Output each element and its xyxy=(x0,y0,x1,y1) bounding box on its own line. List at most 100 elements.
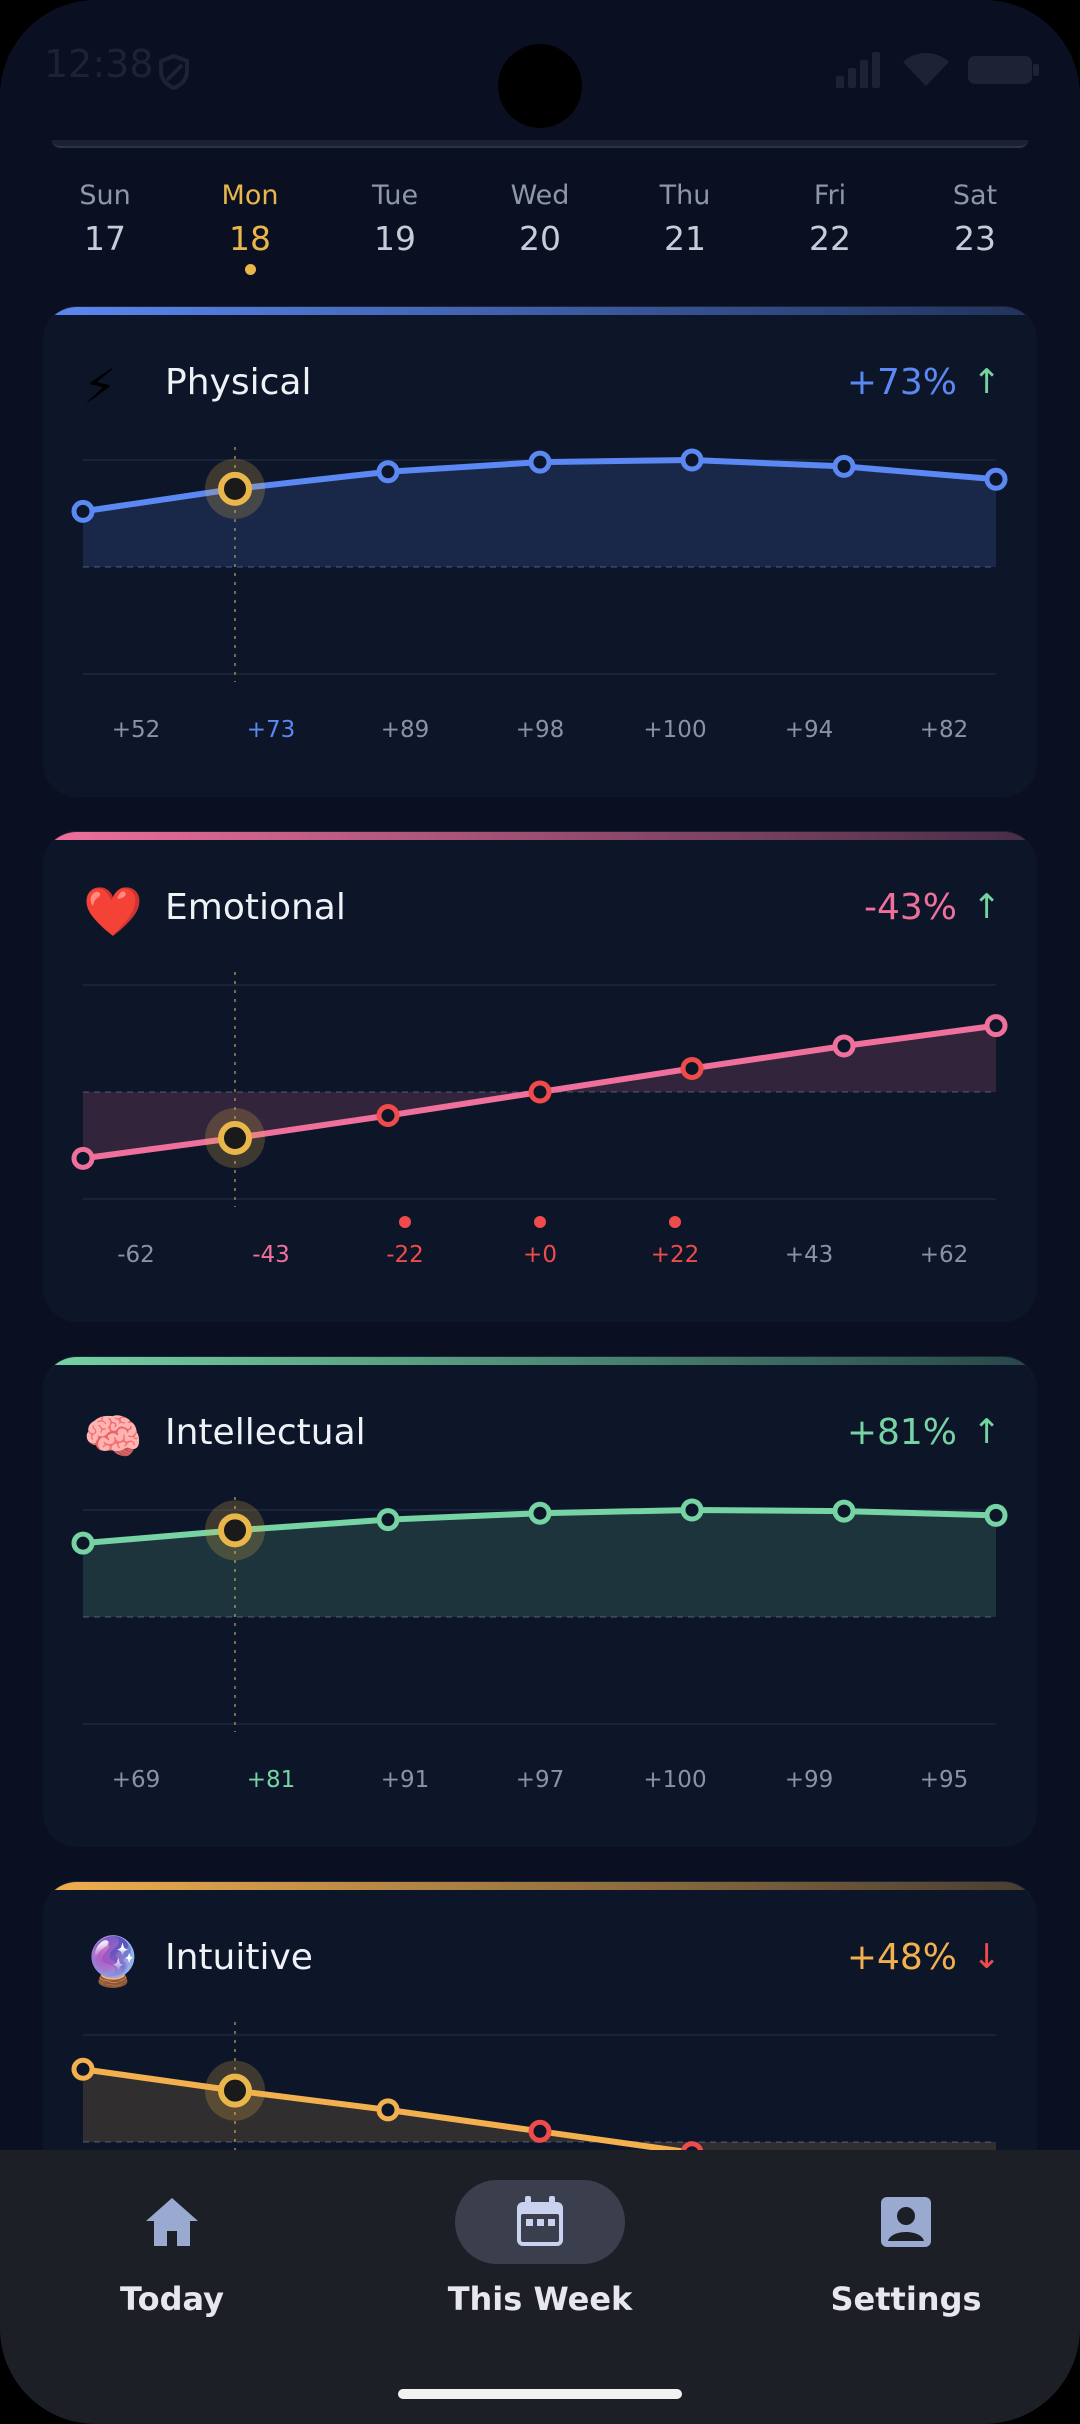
day-name: Thu xyxy=(659,180,711,211)
status-icons xyxy=(835,50,1040,92)
card-intellectual[interactable]: 🧠 Intellectual +81% ↑ +69 +81 +91 +97 +100 +99 +95 xyxy=(43,1356,1037,1847)
trend-arrow-icon: ↓ xyxy=(972,1937,1002,1977)
card-percent: -43% xyxy=(863,887,957,928)
data-point[interactable] xyxy=(680,1056,704,1080)
card-chart xyxy=(71,972,1008,1207)
day-tue[interactable]: Tue 19 xyxy=(325,180,465,258)
nav-settings[interactable]: Settings xyxy=(756,2180,1056,2318)
data-point[interactable] xyxy=(984,467,1008,491)
data-point[interactable] xyxy=(984,1014,1008,1038)
day-number: 22 xyxy=(809,219,851,258)
nav-this-week-icon-box xyxy=(455,2180,625,2264)
week-strip: Sun 17 Mon 18 Tue 19 Wed 20 Thu 21 Fri 22 Sat 23 xyxy=(0,180,1080,290)
nav-settings-label: Settings xyxy=(830,2280,982,2318)
card-chart xyxy=(71,447,1008,682)
calendar-icon xyxy=(517,2196,563,2246)
data-point[interactable] xyxy=(528,1501,552,1525)
emotional-icon: ❤️ xyxy=(83,884,143,940)
card-percent: +73% xyxy=(846,362,957,403)
data-point[interactable] xyxy=(376,2098,400,2122)
selected-day-dot xyxy=(244,264,256,275)
day-number: 21 xyxy=(664,219,706,258)
value-label: +22 xyxy=(650,1242,700,1268)
nav-today[interactable]: Today xyxy=(22,2180,322,2318)
day-name: Sun xyxy=(79,180,131,211)
value-label: +62 xyxy=(919,1242,969,1268)
data-point[interactable] xyxy=(680,448,704,472)
data-point[interactable] xyxy=(71,1146,95,1170)
data-point[interactable] xyxy=(984,1503,1008,1527)
series-area xyxy=(83,460,996,567)
day-name: Tue xyxy=(371,180,419,211)
value-labels: +69 +81 +91 +97 +100 +99 +95 xyxy=(43,1767,1037,1807)
critical-day-dot xyxy=(399,1216,411,1228)
day-name: Fri xyxy=(813,180,847,211)
card-percent: +48% xyxy=(846,1937,957,1978)
day-number: 17 xyxy=(84,219,126,258)
physical-icon: ⚡ xyxy=(83,359,117,415)
card-emotional[interactable]: ❤️ Emotional -43% ↑ -62 -43 -22 +0 +22 +43 +62 xyxy=(43,831,1037,1322)
data-point[interactable] xyxy=(376,460,400,484)
nav-today-icon-box xyxy=(87,2180,257,2264)
data-point[interactable] xyxy=(71,1531,95,1555)
value-label: -62 xyxy=(117,1242,155,1268)
day-wed[interactable]: Wed 20 xyxy=(470,180,610,258)
data-point[interactable] xyxy=(376,1508,400,1532)
data-point[interactable] xyxy=(680,1498,704,1522)
today-point[interactable] xyxy=(218,471,252,506)
value-label: +94 xyxy=(784,717,834,743)
data-point[interactable] xyxy=(71,499,95,523)
header-divider xyxy=(52,140,1028,148)
card-accent-bar xyxy=(43,1357,1037,1365)
day-fri[interactable]: Fri 22 xyxy=(760,180,900,258)
data-point[interactable] xyxy=(528,2119,552,2143)
camera-cutout xyxy=(498,44,582,128)
day-name: Mon xyxy=(221,180,279,211)
data-point[interactable] xyxy=(528,450,552,474)
trend-arrow-icon: ↑ xyxy=(972,887,1002,927)
data-point[interactable] xyxy=(376,1104,400,1128)
today-point[interactable] xyxy=(218,1121,252,1156)
day-mon[interactable]: Mon 18 xyxy=(180,180,320,275)
value-label: -43 xyxy=(252,1242,290,1268)
data-point[interactable] xyxy=(832,1034,856,1058)
today-point[interactable] xyxy=(218,2073,252,2108)
wifi-icon xyxy=(902,53,949,86)
nav-this-week-label: This Week xyxy=(447,2280,633,2318)
day-name: Wed xyxy=(510,180,570,211)
day-thu[interactable]: Thu 21 xyxy=(615,180,755,258)
value-label: +81 xyxy=(246,1767,296,1793)
day-number: 18 xyxy=(229,219,271,258)
account-box-icon xyxy=(881,2197,931,2247)
card-physical[interactable]: ⚡ Physical +73% ↑ +52 +73 +89 +98 +100 +94 +82 xyxy=(43,306,1037,797)
home-icon xyxy=(146,2198,198,2246)
day-name: Sat xyxy=(952,180,998,211)
home-indicator xyxy=(398,2389,682,2399)
critical-day-dot xyxy=(669,1216,681,1228)
value-label: +95 xyxy=(919,1767,969,1793)
day-number: 20 xyxy=(519,219,561,258)
trend-arrow-icon: ↑ xyxy=(972,1412,1002,1452)
nav-this-week[interactable]: This Week xyxy=(390,2180,690,2318)
day-sun[interactable]: Sun 17 xyxy=(35,180,175,258)
battery-icon xyxy=(968,56,1039,84)
today-point[interactable] xyxy=(218,1513,252,1548)
card-chart xyxy=(71,1497,1008,1732)
trend-arrow-icon: ↑ xyxy=(972,362,1002,402)
nav-settings-icon-box xyxy=(821,2180,991,2264)
value-labels: +52 +73 +89 +98 +100 +94 +82 xyxy=(43,717,1037,757)
intuitive-icon: 🔮 xyxy=(83,1934,143,1990)
data-point[interactable] xyxy=(832,1499,856,1523)
series-area xyxy=(83,1510,996,1617)
value-label: +43 xyxy=(784,1242,834,1268)
data-point[interactable] xyxy=(528,1080,552,1104)
data-point[interactable] xyxy=(832,454,856,478)
shield-icon xyxy=(159,54,189,90)
value-label: +82 xyxy=(919,717,969,743)
value-label: +0 xyxy=(523,1242,557,1268)
day-sat[interactable]: Sat 23 xyxy=(905,180,1045,258)
data-point[interactable] xyxy=(71,2057,95,2081)
intellectual-icon: 🧠 xyxy=(83,1409,143,1465)
critical-day-dot xyxy=(534,1216,546,1228)
